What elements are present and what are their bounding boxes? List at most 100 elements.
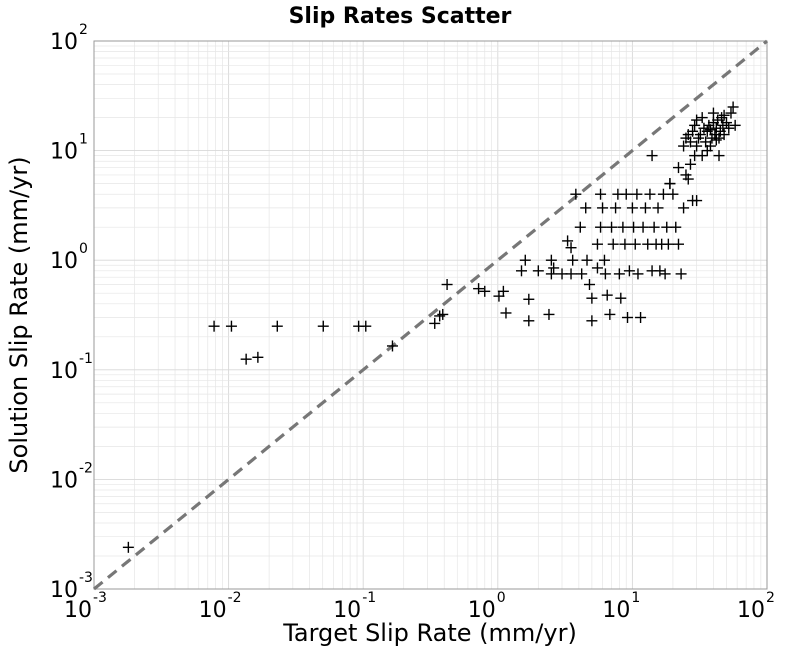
data-point-marker <box>519 254 531 266</box>
svg-text:10: 10 <box>64 598 92 623</box>
data-point-marker <box>657 188 669 200</box>
svg-text:10: 10 <box>602 598 630 623</box>
data-point-marker <box>619 238 631 250</box>
y-tick-label: 10 -1 <box>50 351 93 384</box>
data-point-marker <box>701 145 713 157</box>
data-point-marker <box>635 312 647 324</box>
data-point-marker <box>725 107 737 119</box>
data-point-marker <box>607 238 619 250</box>
data-point-marker <box>545 254 557 266</box>
data-point-marker <box>648 221 660 233</box>
data-point-marker <box>620 188 632 200</box>
data-point-marker <box>718 109 730 121</box>
y-tick-label: 100 <box>50 241 88 274</box>
x-tick-label: 10 -1 <box>333 590 376 623</box>
x-tick-label: 10 0 <box>468 590 506 623</box>
data-point-marker <box>565 242 577 254</box>
svg-text:-3: -3 <box>79 570 93 586</box>
plot-frame <box>93 40 768 590</box>
data-point-marker <box>581 254 593 266</box>
data-point-marker <box>606 221 618 233</box>
data-point-marker <box>654 265 666 277</box>
data-point-marker <box>562 235 574 247</box>
data-point-marker <box>208 320 220 332</box>
data-point-marker <box>473 283 485 295</box>
data-point-marker <box>576 268 588 280</box>
x-tick-label: 10 1 <box>602 590 640 623</box>
data-point-marker <box>493 290 505 302</box>
data-point-marker <box>532 265 544 277</box>
data-point-marker <box>500 307 512 319</box>
data-point-marker <box>696 150 708 162</box>
data-point-marker <box>637 221 649 233</box>
data-point-marker <box>672 238 684 250</box>
data-point-marker <box>672 162 684 174</box>
data-point-marker <box>586 292 598 304</box>
data-point-marker <box>718 129 730 141</box>
data-point-marker <box>720 117 732 129</box>
data-point-marker <box>667 188 679 200</box>
data-point-marker <box>595 188 607 200</box>
data-point-marker <box>516 265 528 277</box>
data-point-marker <box>691 195 703 207</box>
data-point-marker <box>574 221 586 233</box>
x-tick-label: 10 -3 <box>64 590 107 623</box>
data-point-marker <box>729 119 741 131</box>
data-point-marker <box>591 238 603 250</box>
data-point-marker <box>662 238 674 250</box>
svg-text:10: 10 <box>50 30 78 55</box>
data-point-marker <box>441 279 453 291</box>
data-point-marker <box>617 221 629 233</box>
svg-text:2: 2 <box>766 590 775 606</box>
data-point-marker <box>713 150 725 162</box>
data-point-marker <box>646 150 658 162</box>
data-point-marker <box>545 268 557 280</box>
one-to-one-reference-line <box>92 39 769 591</box>
data-point-marker <box>601 289 613 301</box>
data-point-marker <box>723 122 735 134</box>
data-point-marker <box>598 254 610 266</box>
y-axis-label: Solution Slip Rate (mm/yr) <box>5 156 33 473</box>
svg-text:10: 10 <box>50 249 78 274</box>
y-tick-label: 10 -3 <box>50 570 93 603</box>
chart-title: Slip Rates Scatter <box>289 4 512 29</box>
data-point-marker <box>567 254 579 266</box>
data-point-marker <box>595 221 607 233</box>
svg-text:-2: -2 <box>228 590 242 606</box>
data-point-marker <box>684 136 696 148</box>
data-point-marker <box>610 202 622 214</box>
data-point-marker <box>583 279 595 291</box>
data-point-marker <box>644 188 656 200</box>
data-point-marker <box>360 320 372 332</box>
data-point-marker <box>691 114 703 126</box>
data-point-marker <box>631 188 643 200</box>
data-point-marker <box>122 541 134 553</box>
svg-text:0: 0 <box>79 241 88 257</box>
data-point-marker <box>664 178 676 190</box>
data-point-marker <box>689 119 701 131</box>
data-point-marker <box>703 119 715 131</box>
data-point-marker <box>659 268 671 280</box>
data-points <box>122 101 741 553</box>
data-point-marker <box>523 293 535 305</box>
svg-text:10: 10 <box>50 359 78 384</box>
data-point-marker <box>591 262 603 274</box>
data-point-marker <box>652 202 664 214</box>
data-point-marker <box>479 285 491 297</box>
svg-text:0: 0 <box>497 590 506 606</box>
data-point-marker <box>710 134 722 146</box>
data-point-marker <box>629 238 641 250</box>
svg-text:10: 10 <box>199 598 227 623</box>
data-point-marker <box>437 308 449 320</box>
svg-text:10: 10 <box>737 598 765 623</box>
data-point-marker <box>615 292 627 304</box>
data-point-marker <box>271 320 283 332</box>
data-point-marker <box>687 125 699 137</box>
data-point-marker <box>716 112 728 124</box>
data-point-marker <box>586 315 598 327</box>
x-tick-label: 10 2 <box>737 590 775 623</box>
svg-text:10: 10 <box>50 140 78 165</box>
svg-text:-3: -3 <box>93 590 107 606</box>
y-tick-label: 10 1 <box>50 132 88 165</box>
